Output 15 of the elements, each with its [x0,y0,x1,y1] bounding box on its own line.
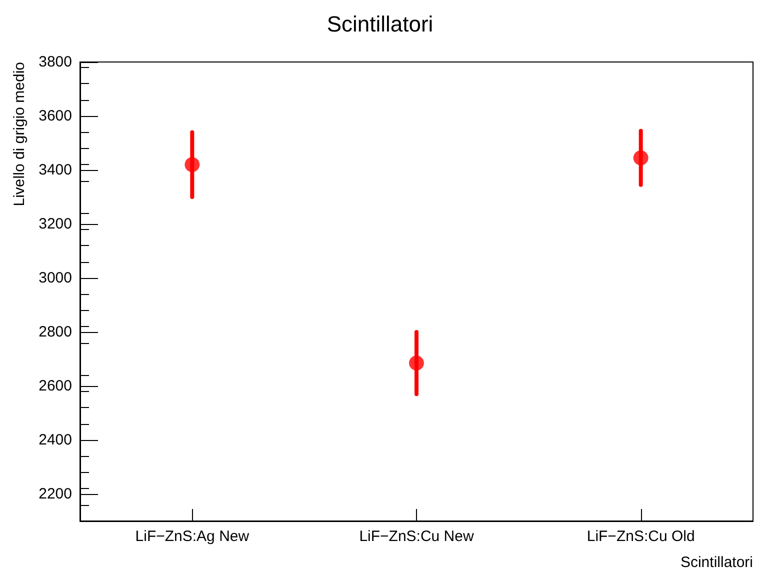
y-tick-label: 3000 [38,270,72,286]
y-tick-label: 3800 [38,54,72,70]
x-tick-label: LiF−ZnS:Ag New [135,528,250,545]
x-axis-title: Scintillatori [680,554,753,571]
y-axis-title: Livello di grigio medio [11,62,28,206]
x-tick-label: LiF−ZnS:Cu Old [586,528,695,545]
y-tick-label: 2800 [38,324,72,340]
y-tick-label: 3600 [38,108,72,124]
y-tick-label: 3200 [38,216,72,232]
y-tick-label: 3400 [38,162,72,178]
x-tick-label: LiF−ZnS:Cu New [359,528,474,545]
y-tick-label: 2200 [38,486,72,502]
y-tick-label: 2600 [38,378,72,394]
chart-title: Scintillatori [326,12,434,36]
y-tick-label: 2400 [38,432,72,448]
